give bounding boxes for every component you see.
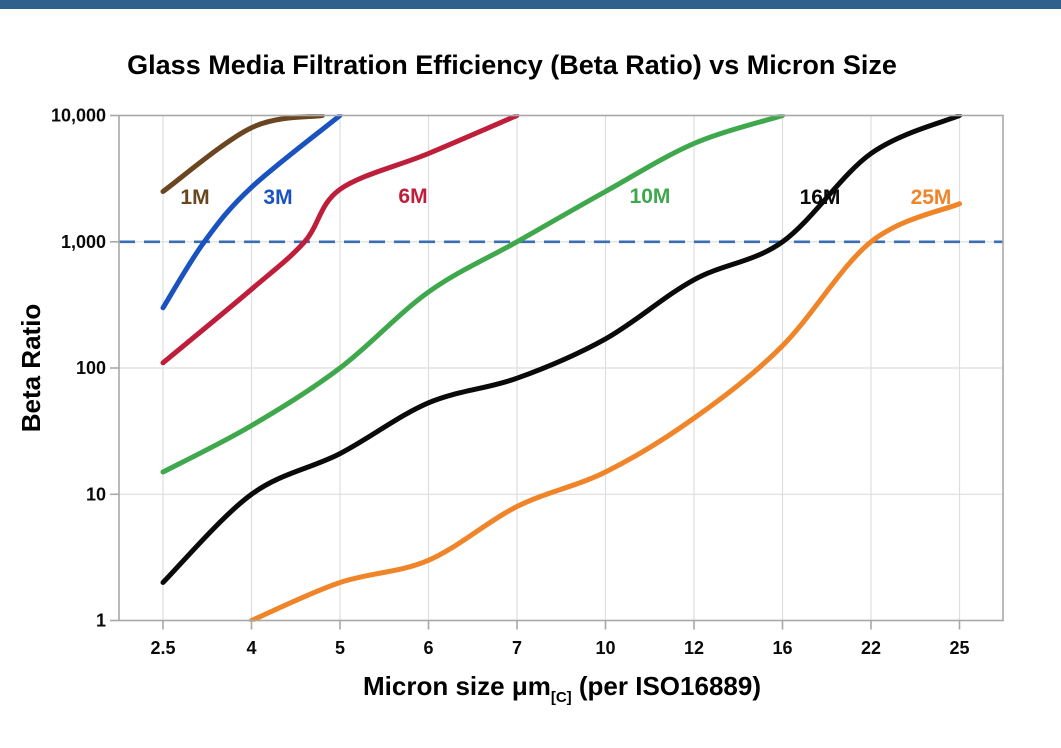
chart-title: Glass Media Filtration Efficiency (Beta … [127, 50, 897, 80]
x-tick-label: 22 [861, 638, 881, 658]
y-tick-label: 10,000 [51, 106, 106, 126]
x-tick-label: 6 [423, 638, 433, 658]
curve-10M [160, 114, 785, 475]
gridlines-layer [119, 115, 1003, 621]
series-label-10M: 10M [630, 185, 671, 208]
series-label-25M: 25M [911, 186, 952, 209]
x-tick-label: 7 [512, 638, 522, 658]
series-label-6M: 6M [398, 185, 427, 208]
x-axis-title: Micron size μm[C] (per ISO16889) [363, 671, 761, 706]
x-tick-label: 4 [246, 638, 256, 658]
y-tick-label: 1,000 [61, 232, 106, 252]
x-tick-label: 16 [772, 638, 792, 658]
x-axis-title-main: Micron size μm [363, 671, 551, 701]
y-tick-label: 100 [76, 358, 106, 378]
curve-16M [160, 114, 962, 585]
x-axis-title-tail: (per ISO16889) [572, 671, 761, 701]
curve-25M [249, 201, 962, 622]
curve-3M [160, 114, 343, 311]
x-tick-label: 10 [595, 638, 615, 658]
tick-labels-layer: 2.5 4 5 6 7 10 12 16 22 25 1 10 100 1,000 10,000 [51, 106, 970, 659]
x-axis-title-subscript: [C] [551, 689, 572, 706]
x-tick-label: 5 [335, 638, 345, 658]
x-tick-label: 12 [684, 638, 704, 658]
y-tick-label: 10 [86, 484, 106, 504]
series-labels-layer: 1M 3M 6M 10M 16M 25M [180, 185, 951, 209]
series-label-1M: 1M [180, 186, 209, 209]
series-label-16M: 16M [800, 186, 841, 209]
y-axis-title: Beta Ratio [16, 304, 46, 433]
x-tick-label: 25 [949, 638, 969, 658]
x-tick-label: 2.5 [150, 638, 175, 658]
series-label-3M: 3M [263, 186, 292, 209]
top-accent-bar [0, 0, 1061, 9]
y-tick-label: 1 [96, 611, 106, 631]
curve-6M [160, 114, 520, 366]
curve-1M [160, 114, 325, 194]
series-curves-layer [160, 114, 962, 622]
plot-frame-layer [110, 114, 1004, 630]
